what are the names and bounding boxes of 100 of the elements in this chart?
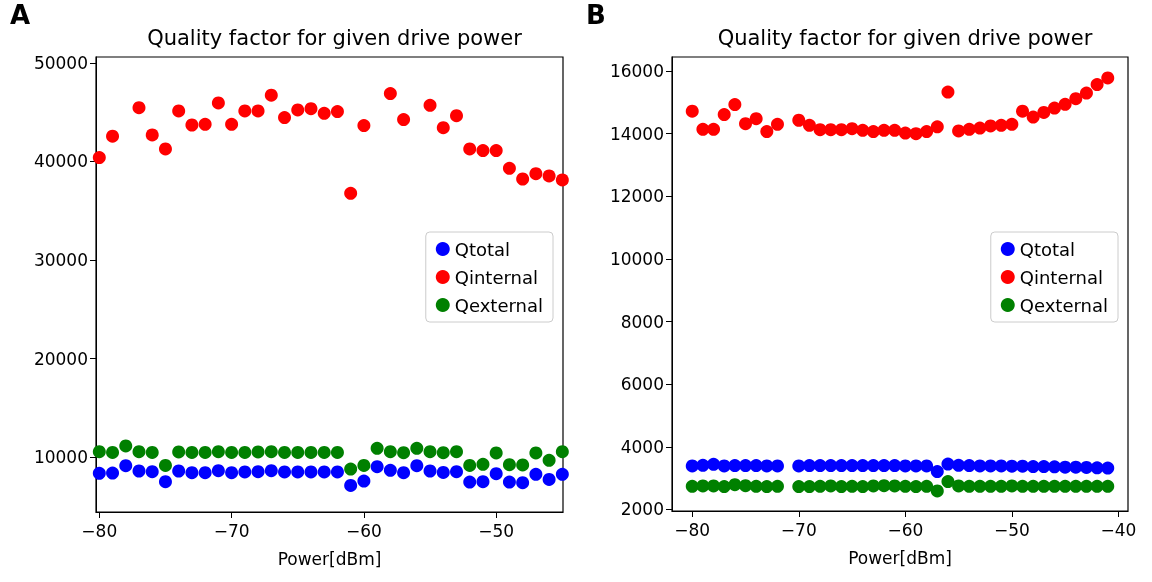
y-tick-label: 8000 bbox=[620, 311, 664, 332]
point bbox=[1048, 460, 1061, 474]
x-tick-label: −80 bbox=[674, 519, 711, 540]
point bbox=[824, 479, 838, 493]
point bbox=[749, 112, 763, 126]
point bbox=[1101, 461, 1115, 475]
point bbox=[1016, 459, 1030, 473]
point bbox=[739, 117, 753, 131]
point bbox=[463, 458, 477, 472]
point bbox=[1079, 479, 1093, 493]
point bbox=[685, 104, 699, 118]
point bbox=[423, 464, 437, 478]
point bbox=[792, 459, 806, 473]
point bbox=[502, 161, 516, 175]
point bbox=[1069, 92, 1083, 106]
point bbox=[304, 465, 318, 479]
point bbox=[317, 445, 331, 459]
point bbox=[984, 459, 998, 473]
point bbox=[450, 445, 463, 459]
point bbox=[1037, 479, 1051, 493]
point bbox=[984, 119, 998, 133]
point bbox=[211, 464, 225, 478]
point bbox=[397, 446, 411, 460]
point bbox=[370, 460, 384, 474]
point bbox=[1016, 479, 1030, 493]
point bbox=[920, 479, 934, 493]
point bbox=[106, 466, 120, 480]
point bbox=[211, 96, 225, 110]
x-tick-label: −70 bbox=[780, 519, 817, 540]
point bbox=[397, 113, 411, 127]
point bbox=[984, 479, 998, 493]
point bbox=[516, 458, 530, 472]
point bbox=[866, 125, 880, 139]
legend-label: Qtotal bbox=[1019, 238, 1076, 260]
legend-label: Qinternal bbox=[454, 266, 538, 288]
point bbox=[1037, 460, 1051, 474]
point bbox=[696, 458, 710, 472]
point bbox=[344, 186, 358, 200]
y-tick-label: 4000 bbox=[620, 436, 664, 457]
point bbox=[529, 167, 543, 181]
point bbox=[357, 458, 371, 472]
point bbox=[132, 464, 146, 478]
point bbox=[542, 169, 556, 183]
point bbox=[739, 479, 753, 493]
point bbox=[185, 445, 199, 459]
point bbox=[888, 459, 902, 473]
point bbox=[92, 151, 106, 165]
point bbox=[211, 445, 225, 459]
point bbox=[930, 465, 944, 479]
point bbox=[856, 123, 870, 137]
point bbox=[1058, 97, 1072, 111]
point bbox=[291, 465, 305, 479]
point bbox=[770, 459, 784, 473]
point bbox=[1101, 479, 1115, 493]
point bbox=[1079, 86, 1093, 100]
point bbox=[516, 476, 530, 490]
point bbox=[973, 479, 987, 493]
point bbox=[463, 142, 477, 156]
point bbox=[264, 445, 278, 459]
point bbox=[707, 122, 721, 136]
point bbox=[529, 446, 543, 460]
x-tick-label: −60 bbox=[887, 519, 924, 540]
point bbox=[770, 117, 784, 131]
point bbox=[476, 144, 490, 158]
point bbox=[707, 457, 721, 471]
point bbox=[436, 121, 450, 135]
point bbox=[898, 126, 912, 140]
point bbox=[330, 445, 344, 459]
point bbox=[172, 104, 186, 118]
point bbox=[489, 467, 503, 481]
point bbox=[930, 484, 944, 498]
point bbox=[542, 453, 556, 467]
point bbox=[728, 478, 742, 492]
point bbox=[357, 119, 371, 133]
point bbox=[1048, 479, 1061, 493]
point bbox=[370, 441, 384, 455]
x-tick-label: −60 bbox=[345, 520, 382, 541]
point bbox=[145, 465, 159, 479]
legend-label: Qinternal bbox=[1019, 266, 1103, 288]
legend-label: Qexternal bbox=[1019, 294, 1108, 316]
x-tick-label: −40 bbox=[1100, 519, 1137, 540]
point bbox=[92, 445, 106, 459]
point bbox=[1090, 78, 1104, 92]
point bbox=[317, 465, 331, 479]
chart-title: Quality factor for given drive power bbox=[717, 25, 1093, 50]
point bbox=[172, 464, 186, 478]
point bbox=[463, 475, 477, 489]
point bbox=[696, 122, 710, 136]
point bbox=[264, 464, 278, 478]
y-tick-label: 40000 bbox=[33, 151, 88, 172]
point bbox=[760, 459, 774, 473]
y-tick-label: 14000 bbox=[609, 123, 664, 144]
point bbox=[909, 459, 923, 473]
point bbox=[728, 98, 742, 112]
point bbox=[330, 105, 344, 119]
y-tick-label: 6000 bbox=[620, 374, 664, 395]
point bbox=[856, 459, 870, 473]
point bbox=[106, 445, 120, 459]
point bbox=[802, 118, 816, 132]
point bbox=[344, 462, 358, 476]
